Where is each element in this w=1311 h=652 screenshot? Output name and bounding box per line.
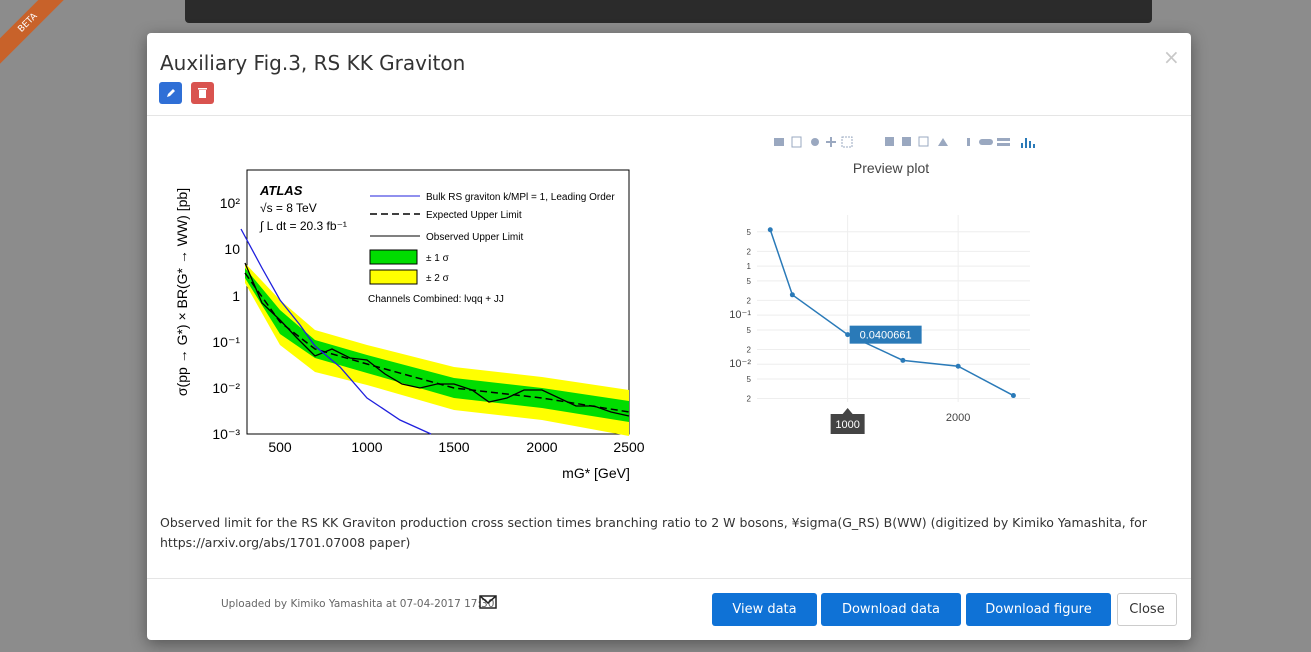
y-tick-label: 2 [747, 395, 752, 404]
email-icon[interactable] [479, 595, 497, 609]
y-tick-label: 2 [747, 345, 752, 354]
modal-title: Auxiliary Fig.3, RS KK Graviton [160, 51, 465, 75]
y-tick-label: 5 [747, 375, 752, 384]
edit-button[interactable] [159, 82, 182, 104]
button-label: Download figure [985, 602, 1092, 617]
page: {"badge": "BETA", "modal": { "title": "A… [0, 0, 1311, 652]
figure-text: Channels Combined: lνqq + JJ [368, 294, 504, 305]
data-line [770, 230, 1013, 396]
y-tick-label: 2 [747, 247, 752, 256]
hover-value: 0.0400661 [860, 330, 912, 342]
figure-text: 500 [268, 439, 292, 455]
plot-toolbar [767, 133, 1107, 153]
figure-text: 10 [224, 241, 240, 257]
figure-text: ∫ L dt = 20.3 fb⁻¹ [259, 219, 347, 233]
data-point [1011, 393, 1016, 398]
y-tick-label: 5 [747, 326, 752, 335]
figure-text: Bulk RS graviton k/MPl = 1, Leading Orde… [426, 192, 615, 203]
figure-text: 1000 [351, 439, 382, 455]
modal: Auxiliary Fig.3, RS KK Graviton × ATLAS √… [147, 33, 1191, 640]
x-tick-label: 2000 [946, 412, 970, 424]
preview-plot: Preview plot 5 2 1 5 2 10⁻¹ 5 2 10⁻² 5 2 1000 2000 0.0… [707, 153, 1047, 453]
figure-text: 10⁻¹ [212, 334, 240, 350]
figure-text: 1 [232, 288, 240, 304]
y-tick-label: 2 [747, 296, 752, 305]
data-point [768, 227, 773, 232]
figure-text: 10⁻³ [212, 426, 240, 442]
hover-x-label: 1000 [835, 419, 859, 431]
data-point [845, 332, 850, 337]
divider [147, 578, 1191, 579]
y-tick-label: 10⁻¹ [729, 309, 751, 321]
button-label: Download data [842, 602, 940, 617]
y-tick-label: 10⁻² [729, 358, 751, 370]
upload-info: Uploaded by Kimiko Yamashita at 07-04-20… [221, 598, 494, 610]
data-point [790, 292, 795, 297]
figure-text: 1500 [438, 439, 469, 455]
view-data-button[interactable]: View data [712, 593, 817, 626]
figure-text: 2500 [613, 439, 644, 455]
close-button[interactable]: Close [1117, 593, 1177, 626]
figure-text: Expected Upper Limit [426, 210, 522, 221]
y-tick-label: 5 [747, 277, 752, 286]
figure-text: σ(pp → G*) × BR(G* → WW) [pb] [174, 188, 190, 396]
figure-text: 2000 [526, 439, 557, 455]
button-label: Close [1129, 602, 1164, 617]
data-point [900, 358, 905, 363]
download-data-button[interactable]: Download data [821, 593, 961, 626]
top-bar [185, 0, 1152, 23]
download-figure-button[interactable]: Download figure [966, 593, 1111, 626]
figure-text: ± 2 σ [426, 273, 450, 284]
data-point [956, 364, 961, 369]
figure-image: ATLAS √s = 8 TeV ∫ L dt = 20.3 fb⁻¹ Bulk RS… [160, 163, 660, 498]
figure-text: Observed Upper Limit [426, 232, 523, 243]
delete-button[interactable] [191, 82, 214, 104]
figure-text: 10² [220, 195, 241, 211]
button-label: View data [732, 602, 796, 617]
figure-text: ATLAS [259, 183, 303, 198]
beta-ribbon: BETA [0, 0, 70, 65]
figure-text: 10⁻² [212, 380, 240, 396]
close-x[interactable]: × [1163, 45, 1180, 69]
figure-text: √s = 8 TeV [260, 201, 317, 215]
plot-title: Preview plot [853, 160, 929, 176]
divider [147, 115, 1191, 116]
hover-x-arrow [843, 408, 853, 414]
y-tick-label: 5 [747, 228, 752, 237]
y-tick-label: 1 [747, 262, 752, 271]
figure-text: ± 1 σ [426, 253, 450, 264]
figure-text: mG* [GeV] [562, 465, 630, 481]
description: Observed limit for the RS KK Graviton pr… [160, 513, 1160, 553]
